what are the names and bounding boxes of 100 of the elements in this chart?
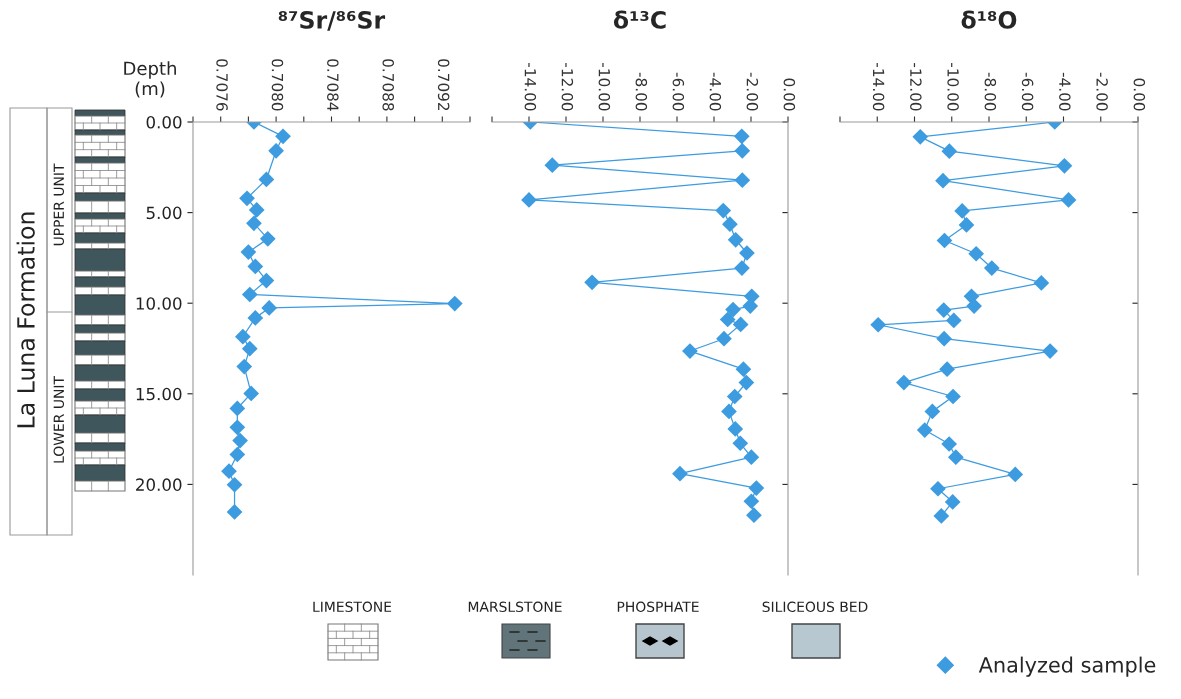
point — [947, 449, 964, 466]
point — [1007, 466, 1024, 483]
point — [226, 476, 243, 493]
point — [945, 312, 962, 329]
text: PHOSPHATE — [617, 601, 699, 613]
point — [954, 203, 971, 219]
point — [1042, 343, 1058, 359]
point — [734, 172, 751, 189]
point — [941, 143, 958, 160]
x-tick-label: -8.00 — [635, 72, 648, 111]
x-tick-label: -2.00 — [1096, 72, 1108, 111]
point — [725, 301, 741, 318]
point — [944, 494, 961, 510]
point — [229, 446, 246, 463]
point — [268, 142, 284, 159]
point — [721, 403, 737, 420]
x-tick-label: 0.7080 — [271, 59, 284, 111]
point — [240, 244, 257, 260]
point — [258, 171, 275, 188]
point — [968, 245, 985, 262]
y-tick-label: 10.00 — [136, 297, 182, 310]
point — [983, 260, 1000, 276]
point — [739, 245, 755, 261]
point — [229, 400, 246, 417]
point — [734, 260, 750, 276]
point — [912, 129, 929, 145]
point — [924, 403, 941, 420]
y-tick-label: 5.00 — [146, 206, 182, 220]
x-tick-label: -12.00 — [910, 63, 922, 111]
point — [229, 419, 246, 436]
x-tick-label: -14.00 — [872, 63, 885, 111]
point — [916, 422, 933, 438]
x-tick-label: 0.7076 — [216, 59, 228, 111]
point — [258, 272, 275, 289]
point — [235, 328, 251, 345]
x-tick-label: -12.00 — [561, 63, 574, 111]
point — [732, 316, 749, 333]
point — [715, 202, 732, 219]
text: LIMESTONE — [313, 601, 392, 613]
point — [735, 361, 752, 378]
point — [733, 128, 750, 145]
point — [935, 302, 952, 318]
text: MARSLSTONE — [468, 601, 562, 613]
point — [939, 361, 955, 378]
text: SILICEOUS BED — [762, 601, 868, 613]
text: La Luna Formation — [16, 212, 35, 428]
point — [936, 232, 953, 249]
point — [239, 190, 255, 207]
point — [241, 286, 258, 303]
point — [248, 202, 265, 218]
x-tick-label: 0.00 — [1133, 78, 1146, 111]
x-tick-label: 0.7088 — [382, 59, 395, 111]
point — [719, 311, 736, 328]
point — [743, 449, 760, 466]
point — [936, 330, 952, 347]
y-tick-label: 15.00 — [136, 387, 182, 401]
point — [743, 493, 760, 510]
point — [722, 216, 738, 233]
point — [241, 340, 258, 357]
point — [261, 300, 278, 316]
point — [746, 507, 762, 524]
x-tick-label: -2.00 — [746, 72, 759, 111]
point — [726, 388, 743, 405]
y-axis-title: Depth (m) — [124, 61, 176, 98]
text: UPPER UNIT — [53, 163, 65, 246]
point — [232, 432, 248, 449]
point — [945, 388, 961, 405]
point — [221, 463, 237, 480]
point — [521, 192, 537, 208]
point — [727, 231, 744, 248]
y-tick-label: 20.00 — [136, 478, 182, 491]
point — [716, 330, 732, 347]
point — [446, 295, 463, 312]
point — [247, 258, 264, 275]
point — [966, 298, 982, 314]
chart-title: δ¹³C — [613, 10, 666, 29]
point — [259, 231, 276, 247]
point — [584, 274, 600, 291]
point — [933, 508, 950, 524]
point — [941, 436, 957, 452]
point — [963, 288, 980, 305]
point — [727, 421, 744, 437]
x-tick-label: -10.00 — [598, 63, 611, 111]
x-tick-label: -6.00 — [672, 72, 685, 111]
point — [243, 385, 260, 402]
x-tick-label: -4.00 — [1059, 72, 1071, 111]
point — [1033, 275, 1050, 291]
point — [275, 128, 291, 145]
point — [734, 142, 751, 159]
x-tick-label: -10.00 — [947, 63, 959, 111]
legend-label: Analyzed sample — [978, 656, 1156, 677]
point — [896, 374, 912, 391]
x-tick-label: -14.00 — [524, 63, 537, 111]
point — [1056, 157, 1073, 174]
point — [226, 504, 243, 520]
point — [732, 435, 749, 452]
text: LOWER UNIT — [53, 376, 65, 463]
x-tick-label: 0.00 — [783, 78, 796, 111]
point — [247, 310, 264, 326]
point — [1060, 192, 1077, 208]
